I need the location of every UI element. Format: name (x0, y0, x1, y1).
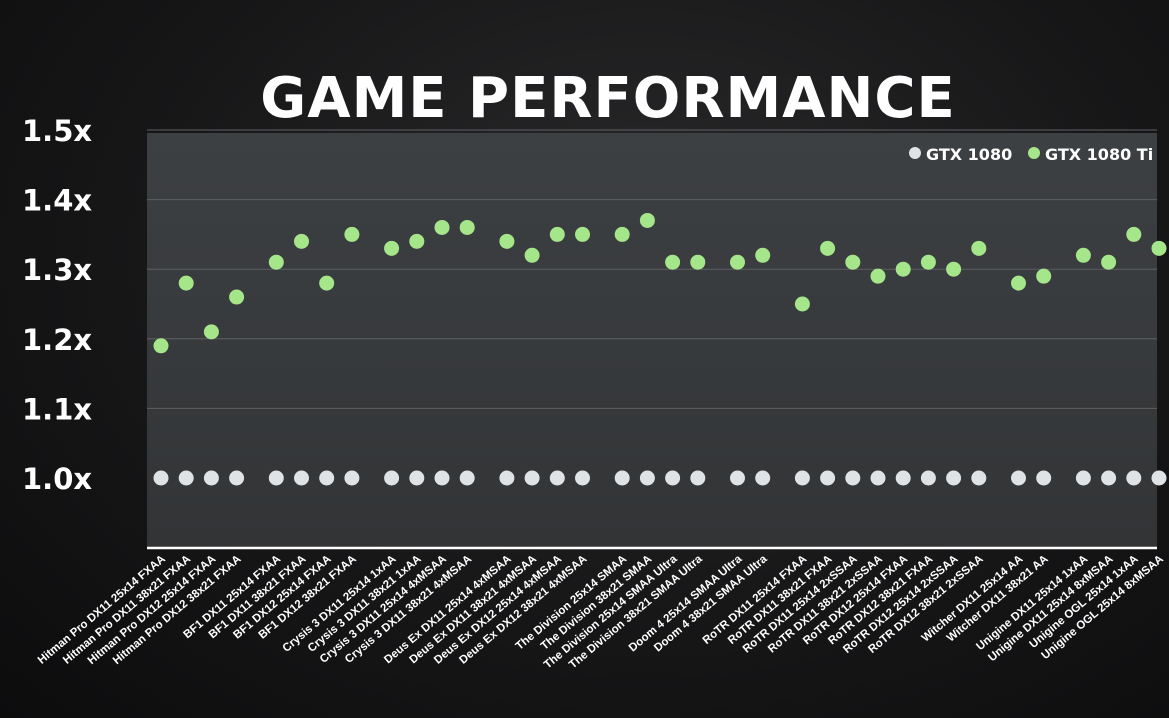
point-gtx-1080 (614, 470, 630, 486)
point-gtx-1080 (730, 470, 745, 486)
point-gtx-1080-ti (524, 247, 540, 263)
y-tick-label: 1.3x (22, 253, 92, 287)
point-gtx-1080 (690, 470, 706, 486)
point-gtx-1080 (575, 470, 590, 486)
point-gtx-1080-ti (820, 240, 836, 256)
legend-label-gtx-1080-ti: GTX 1080 Ti (1045, 145, 1153, 164)
x-tick-label: Unigine OGL 25x14 1xAA (1027, 553, 1140, 651)
y-tick-label: 1.0x (22, 462, 92, 496)
point-gtx-1080-ti (178, 275, 194, 291)
point-gtx-1080 (1075, 470, 1091, 486)
point-gtx-1080 (459, 470, 475, 486)
point-gtx-1080 (549, 470, 565, 486)
legend: GTX 1080 GTX 1080 Ti (909, 145, 1153, 164)
point-gtx-1080-ti (1036, 268, 1052, 284)
point-gtx-1080 (946, 470, 962, 486)
point-gtx-1080-ti (549, 226, 565, 242)
point-gtx-1080-ti (384, 240, 400, 256)
plot-area (147, 133, 1157, 548)
point-gtx-1080-ti (665, 254, 681, 270)
point-gtx-1080 (153, 470, 169, 486)
point-gtx-1080-ti (499, 233, 515, 249)
point-gtx-1080-ti (1126, 226, 1142, 242)
point-gtx-1080 (820, 470, 836, 486)
point-gtx-1080 (794, 470, 810, 486)
point-gtx-1080-ti (319, 275, 335, 291)
point-gtx-1080 (268, 470, 284, 486)
data-points (153, 212, 1167, 486)
point-gtx-1080-ti (294, 233, 309, 249)
point-gtx-1080 (319, 470, 335, 486)
point-gtx-1080-ti (614, 226, 630, 242)
point-gtx-1080 (1036, 470, 1052, 486)
point-gtx-1080-ti (344, 226, 360, 242)
point-gtx-1080-ti (434, 219, 450, 235)
point-gtx-1080 (1011, 470, 1026, 486)
chart-title: GAME PERFORMANCE (260, 66, 955, 131)
point-gtx-1080-ti (268, 254, 284, 270)
point-gtx-1080 (229, 470, 245, 486)
point-gtx-1080 (434, 470, 450, 486)
point-gtx-1080-ti (845, 254, 861, 270)
point-gtx-1080-ti (409, 233, 425, 249)
point-gtx-1080-ti (229, 289, 245, 305)
y-tick-label: 1.4x (22, 184, 92, 218)
point-gtx-1080-ti (794, 296, 810, 312)
point-gtx-1080-ti (755, 247, 771, 263)
y-tick-label: 1.1x (22, 392, 92, 426)
point-gtx-1080 (971, 470, 987, 486)
point-gtx-1080-ti (895, 261, 911, 277)
point-gtx-1080-ti (870, 268, 886, 284)
point-gtx-1080-ti (946, 261, 962, 277)
point-gtx-1080 (409, 470, 425, 486)
point-gtx-1080-ti (639, 212, 655, 228)
point-gtx-1080 (895, 470, 911, 486)
point-gtx-1080 (1151, 470, 1167, 486)
y-tick-label: 1.5x (22, 114, 92, 148)
y-tick-label: 1.2x (22, 323, 92, 357)
point-gtx-1080-ti (1151, 240, 1167, 256)
point-gtx-1080-ti (1101, 254, 1117, 270)
point-gtx-1080-ti (1075, 247, 1091, 263)
point-gtx-1080 (755, 470, 771, 486)
point-gtx-1080-ti (920, 254, 936, 270)
gridlines (147, 129, 1157, 409)
legend-marker-gtx-1080 (909, 147, 921, 159)
point-gtx-1080 (1101, 470, 1117, 486)
point-gtx-1080-ti (459, 219, 475, 235)
point-gtx-1080-ti (575, 226, 590, 242)
point-gtx-1080 (178, 470, 194, 486)
point-gtx-1080-ti (971, 240, 987, 256)
point-gtx-1080 (344, 470, 360, 486)
point-gtx-1080-ti (1011, 275, 1026, 291)
point-gtx-1080 (1126, 470, 1142, 486)
point-gtx-1080 (384, 470, 400, 486)
point-gtx-1080-ti (690, 254, 706, 270)
point-gtx-1080 (870, 470, 886, 486)
point-gtx-1080 (524, 470, 540, 486)
point-gtx-1080-ti (153, 338, 169, 354)
point-gtx-1080 (499, 470, 515, 486)
point-gtx-1080 (845, 470, 861, 486)
point-gtx-1080-ti (203, 324, 219, 340)
legend-label-gtx-1080: GTX 1080 (926, 145, 1012, 164)
point-gtx-1080 (203, 470, 219, 486)
legend-marker-gtx-1080-ti (1028, 147, 1040, 159)
point-gtx-1080-ti (730, 254, 745, 270)
point-gtx-1080 (639, 470, 655, 486)
point-gtx-1080 (294, 470, 309, 486)
point-gtx-1080 (920, 470, 936, 486)
y-axis-ticks: 1.0x 1.1x 1.2x 1.3x 1.4x 1.5x (22, 114, 92, 496)
point-gtx-1080 (665, 470, 681, 486)
